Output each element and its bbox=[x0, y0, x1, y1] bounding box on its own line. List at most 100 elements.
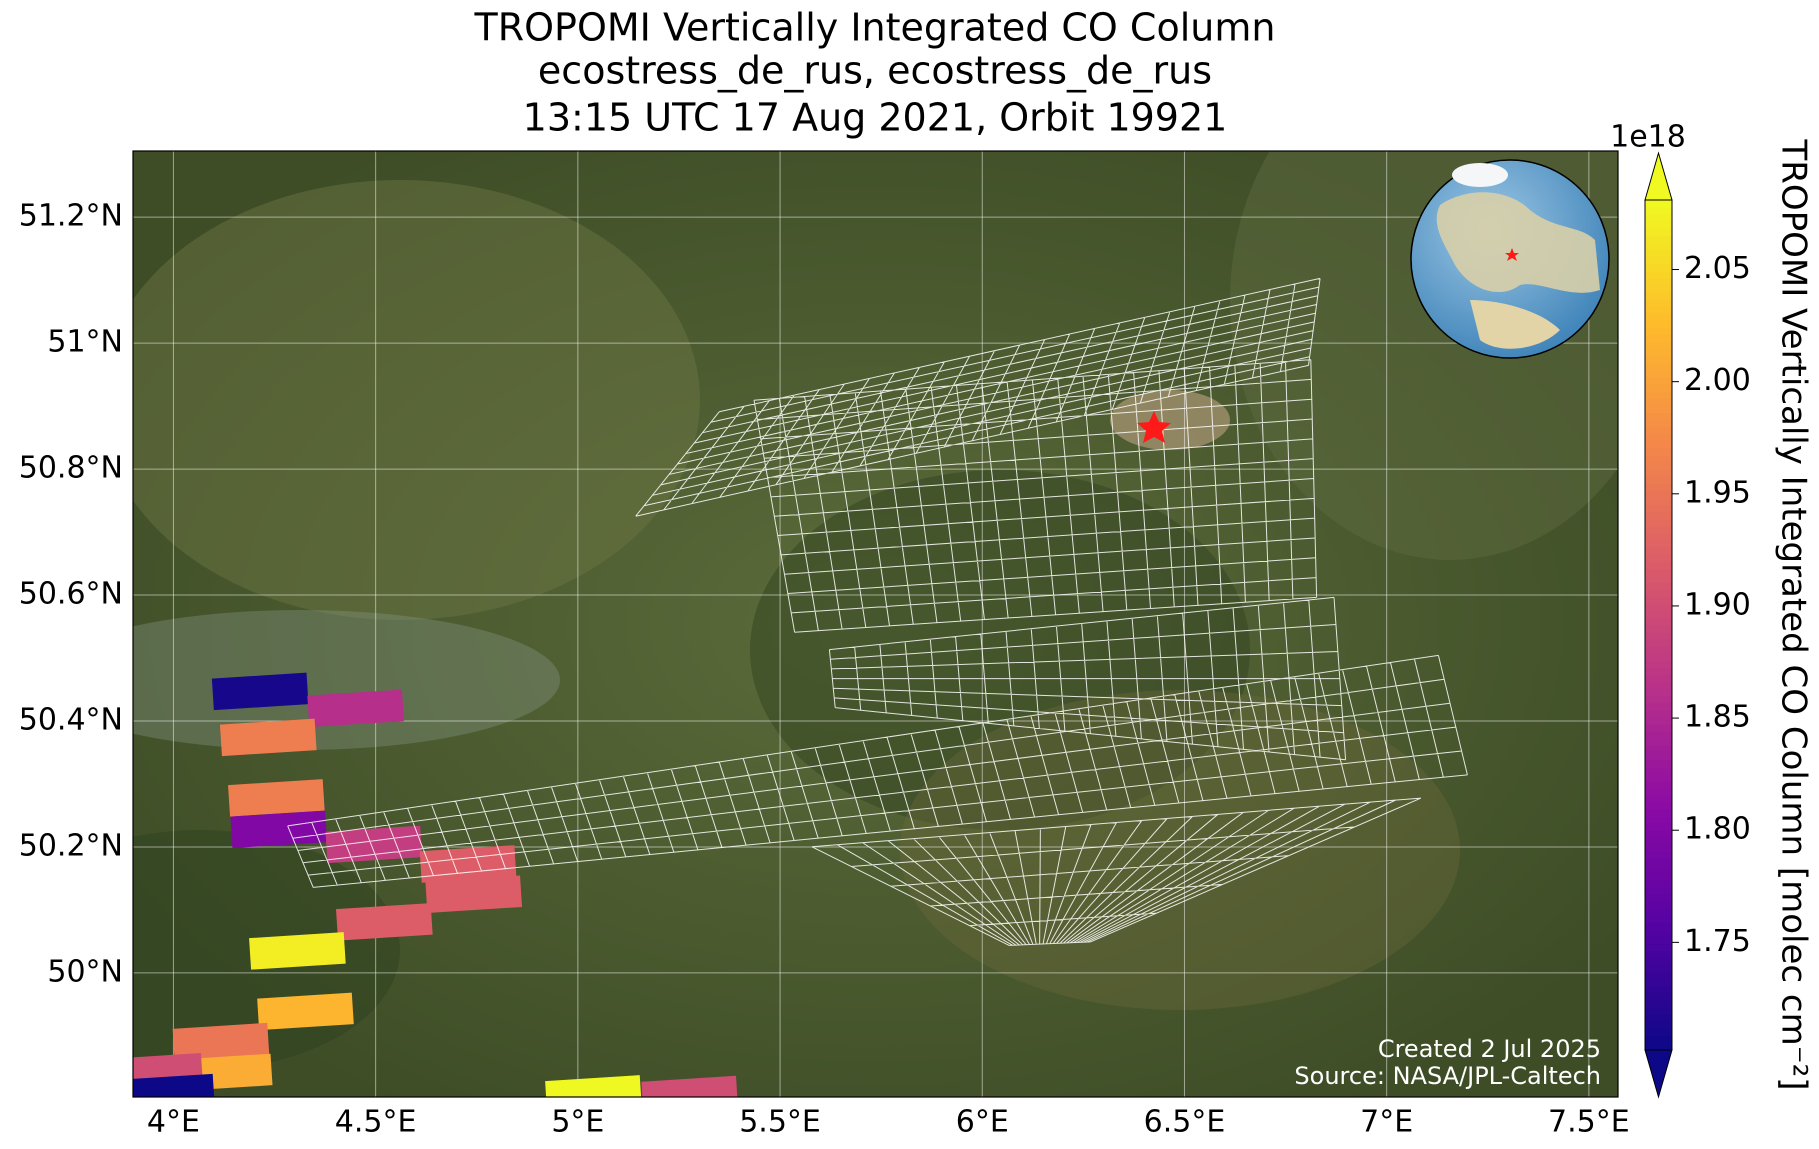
colorbar-step bbox=[1645, 780, 1672, 789]
colorbar-step bbox=[1645, 525, 1672, 534]
colorbar-step bbox=[1645, 567, 1672, 576]
colorbar-step bbox=[1645, 291, 1672, 300]
colorbar-step bbox=[1645, 978, 1672, 987]
colorbar-tick-label: 2.00 bbox=[1684, 363, 1751, 398]
colorbar-step bbox=[1645, 922, 1672, 931]
colorbar-step bbox=[1645, 1021, 1672, 1030]
x-tick-label: 6°E bbox=[956, 1105, 1009, 1140]
colorbar-step bbox=[1645, 475, 1672, 484]
co-pixel bbox=[545, 1075, 642, 1097]
y-tick-label: 50.2°N bbox=[19, 828, 123, 863]
colorbar-tick-label: 1.85 bbox=[1684, 700, 1751, 735]
colorbar-step bbox=[1645, 624, 1672, 633]
colorbar-tick-label: 1.90 bbox=[1684, 587, 1751, 622]
colorbar-step bbox=[1645, 702, 1672, 711]
co-pixel bbox=[211, 672, 309, 711]
colorbar-step bbox=[1645, 582, 1672, 591]
colorbar-step bbox=[1645, 539, 1672, 548]
colorbar-step bbox=[1645, 305, 1672, 314]
colorbar-step bbox=[1645, 914, 1672, 923]
x-tick-label: 6.5°E bbox=[1144, 1105, 1226, 1140]
colorbar-step bbox=[1645, 907, 1672, 916]
colorbar-step bbox=[1645, 723, 1672, 732]
colorbar-step bbox=[1645, 560, 1672, 569]
colorbar-step bbox=[1645, 992, 1672, 1001]
colorbar-step bbox=[1645, 844, 1672, 853]
co-pixel bbox=[419, 845, 517, 883]
colorbar-step bbox=[1645, 893, 1672, 902]
colorbar-step bbox=[1645, 730, 1672, 739]
colorbar-step bbox=[1645, 617, 1672, 626]
colorbar-step bbox=[1645, 546, 1672, 555]
colorbar-step bbox=[1645, 1007, 1672, 1016]
colorbar-step bbox=[1645, 681, 1672, 690]
colorbar-step bbox=[1645, 312, 1672, 321]
colorbar-step bbox=[1645, 659, 1672, 668]
colorbar-step bbox=[1645, 426, 1672, 435]
colorbar-step bbox=[1645, 433, 1672, 442]
colorbar-step bbox=[1645, 270, 1672, 279]
colorbar-step bbox=[1645, 319, 1672, 328]
x-tick-label: 7.5°E bbox=[1548, 1105, 1630, 1140]
globe-inset bbox=[1410, 159, 1610, 359]
colorbar-step bbox=[1645, 971, 1672, 980]
y-tick-label: 50.8°N bbox=[19, 451, 123, 486]
colorbar-step bbox=[1645, 220, 1672, 229]
colorbar-step bbox=[1645, 1042, 1672, 1051]
colorbar-step bbox=[1645, 957, 1672, 966]
colorbar-step bbox=[1645, 603, 1672, 612]
colorbar-step bbox=[1645, 468, 1672, 477]
colorbar-step bbox=[1645, 766, 1672, 775]
plot-frame bbox=[132, 150, 1619, 1098]
colorbar-step bbox=[1645, 645, 1672, 654]
colorbar-step bbox=[1645, 787, 1672, 796]
colorbar-step bbox=[1645, 277, 1672, 286]
co-pixel bbox=[172, 1022, 270, 1061]
colorbar-tick-label: 2.05 bbox=[1684, 251, 1751, 286]
colorbar-step bbox=[1645, 397, 1672, 406]
colorbar-step bbox=[1645, 383, 1672, 392]
colorbar-step bbox=[1645, 574, 1672, 583]
x-tick-label: 4.5°E bbox=[335, 1105, 417, 1140]
colorbar-step bbox=[1645, 886, 1672, 895]
colorbar-label: TROPOMI Vertically Integrated CO Column … bbox=[1774, 138, 1814, 1090]
colorbar-step bbox=[1645, 553, 1672, 562]
colorbar-step bbox=[1645, 362, 1672, 371]
y-tick-label: 50.4°N bbox=[19, 702, 123, 737]
title-line: TROPOMI Vertically Integrated CO Column bbox=[474, 6, 1276, 50]
colorbar-step bbox=[1645, 242, 1672, 251]
colorbar-step bbox=[1645, 284, 1672, 293]
co-pixel bbox=[228, 779, 325, 817]
co-pixel bbox=[249, 932, 346, 970]
colorbar-step bbox=[1645, 999, 1672, 1008]
colorbar-step bbox=[1645, 943, 1672, 952]
colorbar-step bbox=[1645, 858, 1672, 867]
colorbar-step bbox=[1645, 256, 1672, 265]
colorbar-step bbox=[1645, 837, 1672, 846]
site-star bbox=[1137, 411, 1171, 443]
colorbar-step bbox=[1645, 652, 1672, 661]
colorbar-exponent: 1e18 bbox=[1610, 120, 1686, 155]
colorbar-step bbox=[1645, 815, 1672, 824]
colorbar-step bbox=[1645, 985, 1672, 994]
colorbar-step bbox=[1645, 440, 1672, 449]
colorbar-step bbox=[1645, 482, 1672, 491]
colorbar-step bbox=[1645, 376, 1672, 385]
colorbar-step bbox=[1645, 532, 1672, 541]
colorbar-step bbox=[1645, 404, 1672, 413]
co-pixel bbox=[336, 903, 433, 941]
colorbar-step bbox=[1645, 752, 1672, 761]
colorbar-step bbox=[1645, 872, 1672, 881]
colorbar-step bbox=[1645, 688, 1672, 697]
colorbar-tick-label: 1.80 bbox=[1684, 812, 1751, 847]
colorbar-step bbox=[1645, 596, 1672, 605]
swath-grid bbox=[287, 277, 1468, 946]
colorbar-step bbox=[1645, 369, 1672, 378]
co-pixel bbox=[307, 689, 404, 728]
colorbar-step bbox=[1645, 879, 1672, 888]
colorbar-step bbox=[1645, 610, 1672, 619]
title-line: ecostress_de_rus, ecostress_de_rus bbox=[538, 49, 1212, 93]
colorbar-step bbox=[1645, 497, 1672, 506]
colorbar-extend-min bbox=[1644, 1049, 1673, 1099]
